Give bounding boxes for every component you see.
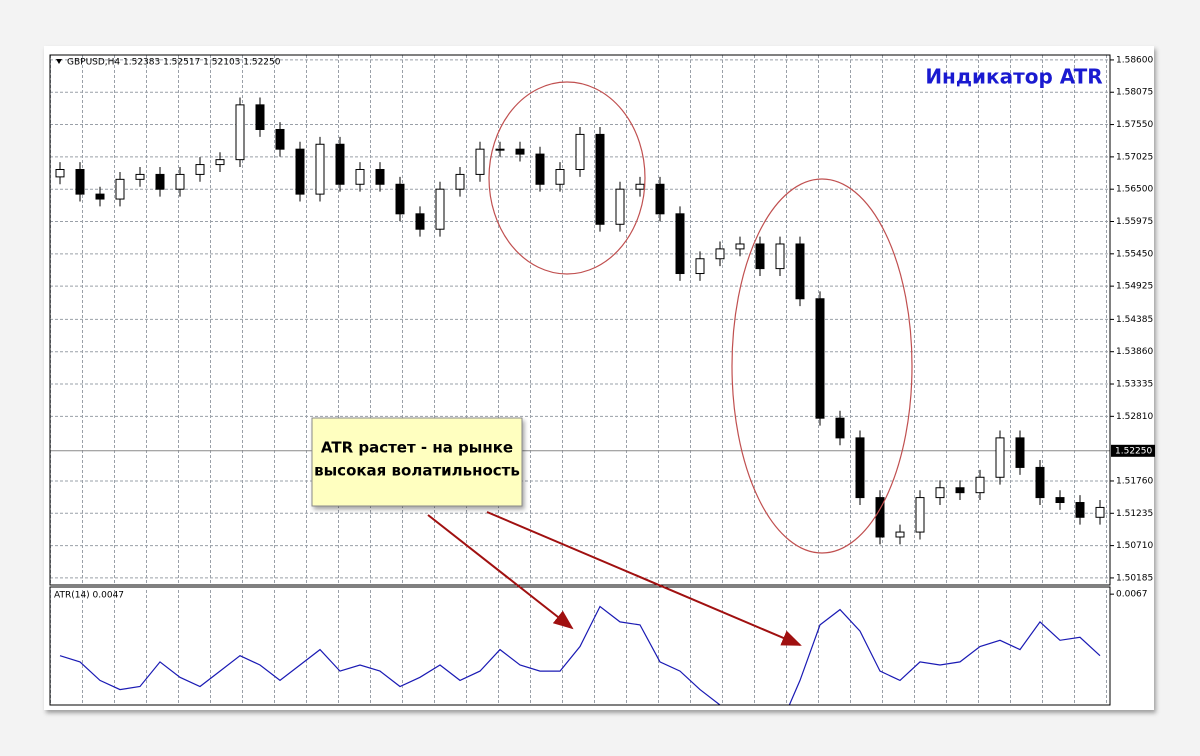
highlight-ellipse [731, 178, 913, 554]
candle-body [1095, 506, 1105, 518]
atr-pane [59, 605, 1101, 705]
candle-body [575, 133, 585, 170]
y-tick-label: 1.58075 [1116, 88, 1153, 98]
candle-body [835, 417, 845, 439]
y-tick-label: 1.50185 [1116, 573, 1153, 583]
y-tick-label: 1.54925 [1116, 282, 1153, 292]
price-frame [49, 54, 1111, 586]
candle-body [935, 487, 945, 499]
candle-body [415, 213, 425, 230]
legend-label: ATR(14) 0.0047 [54, 591, 124, 601]
price-tag-label: 1.52250 [1115, 446, 1152, 456]
y-tick-label: 1.50710 [1116, 541, 1153, 551]
candle-body [975, 476, 985, 494]
candle-body [755, 243, 765, 270]
arrow [486, 511, 802, 646]
candle-body [775, 243, 785, 270]
candle-body [915, 497, 925, 533]
chart-title: Индикатор ATR [925, 65, 1102, 89]
candle-body [215, 159, 225, 166]
candle-body [235, 104, 245, 161]
annotation-box [311, 417, 523, 507]
candle-body [1075, 502, 1085, 518]
candle-body [295, 148, 305, 195]
candle-body [455, 173, 465, 190]
candle-body [995, 437, 1005, 478]
candle-body [475, 148, 485, 175]
candle-body [875, 497, 885, 538]
candle-body [855, 437, 865, 499]
arrow [427, 514, 574, 630]
candle-body [715, 248, 725, 260]
candle-body [255, 104, 265, 130]
candle-body [355, 168, 365, 185]
candle-body [955, 487, 965, 494]
y-tick-label: 1.57025 [1116, 152, 1153, 162]
chart-header: GBPUSD,H4 1.52383 1.52517 1.52103 1.5225… [67, 58, 281, 68]
candle-body [375, 168, 385, 185]
y-tick-label: 1.51235 [1116, 509, 1153, 519]
y-tick-label: 1.52810 [1116, 412, 1153, 422]
candle-body [1035, 466, 1045, 499]
candle-body [675, 213, 685, 275]
candle-body [1055, 497, 1065, 504]
atr-line [59, 605, 1101, 705]
candle-body [615, 188, 625, 225]
y-tick-label: 1.51760 [1116, 476, 1153, 486]
candle-body [155, 173, 165, 190]
y-tick-label: 1.55450 [1116, 249, 1153, 259]
candle-body [815, 298, 825, 419]
candle-body [795, 243, 805, 300]
candle-body [95, 193, 105, 200]
y-tick-label: 1.58600 [1116, 55, 1153, 65]
candle-body [135, 173, 145, 180]
y-tick-label: 1.53335 [1116, 380, 1153, 390]
candle-body [735, 243, 745, 250]
y-tick-label: 1.54385 [1116, 315, 1153, 325]
candle-body [435, 188, 445, 230]
annotation-text: ATR растет - на рынке [321, 439, 513, 457]
annotation-text: высокая волатильность [314, 462, 520, 480]
candle-body [535, 153, 545, 185]
y-tick-label: 1.55975 [1116, 217, 1153, 227]
price-tag [1111, 444, 1155, 457]
atr-frame [49, 586, 1111, 706]
candle-body [275, 128, 285, 150]
candle-body [395, 183, 405, 215]
candle-body [1015, 437, 1025, 468]
candle-body [195, 164, 205, 175]
axes: 1.58600 1.58075 1.57550 1.57025 1.56500 1.559… [54, 55, 1155, 601]
candle-body [315, 143, 325, 195]
candle-body [555, 168, 565, 185]
candle-body [895, 531, 905, 538]
candle-body [655, 183, 665, 215]
price-pane [50, 59, 1110, 579]
candle-body [635, 183, 645, 190]
candle-body [495, 148, 505, 151]
menu-arrow [56, 59, 62, 64]
candle-body [335, 143, 345, 185]
candle-body [55, 168, 65, 178]
candle-body [115, 178, 125, 200]
y-tick-label: 1.53860 [1116, 347, 1153, 357]
candle-body [695, 258, 705, 275]
candle-body [515, 148, 525, 155]
candle-body [175, 173, 185, 190]
candle-body [75, 168, 85, 195]
highlight-ellipse [488, 81, 646, 275]
y-tick-label: 0.0067 [1116, 590, 1148, 600]
y-tick-label: 1.57550 [1116, 120, 1153, 130]
candle-body [595, 133, 605, 225]
y-tick-label: 1.56500 [1116, 185, 1153, 195]
